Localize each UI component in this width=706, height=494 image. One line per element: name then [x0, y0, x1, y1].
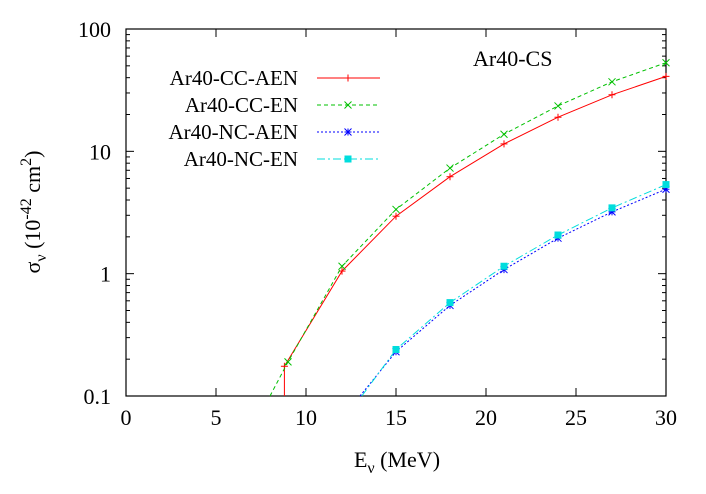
legend-marker: [344, 128, 352, 136]
x-tick-label: 10: [295, 405, 317, 430]
x-axis-label: Eν (MeV): [354, 447, 440, 477]
series-line-3: [361, 184, 667, 397]
series-0-point: [608, 91, 616, 99]
y-axis-label-main: σ: [20, 261, 45, 273]
series-0-point: [662, 72, 670, 80]
series-1-point: [284, 358, 292, 366]
y-axis-label-sup1: -42: [18, 198, 35, 219]
x-tick-label: 5: [211, 405, 222, 430]
legend-label: Ar40-CC-EN: [185, 93, 298, 117]
y-axis-label-sub: ν: [33, 254, 50, 261]
series-0-point: [392, 212, 400, 220]
axis-ticks: 0 5 10 15 20 25 30 0.1 1 10 100: [78, 17, 677, 430]
series-line-1: [269, 62, 667, 397]
series-line-2: [359, 188, 667, 397]
series-3-point: [662, 181, 670, 189]
x-axis-label-rest: (MeV): [375, 447, 440, 472]
series-3-point: [554, 231, 562, 239]
x-axis-label-sub: ν: [367, 460, 374, 477]
y-axis-label: σν (10-42 cm2): [18, 151, 50, 274]
series-1-point: [392, 205, 400, 214]
series-1-point: [446, 164, 454, 172]
series-1-point: [500, 130, 508, 139]
series-3-point: [608, 204, 616, 212]
series-3-point: [392, 345, 400, 353]
y-axis-label-sup2: 2: [18, 158, 35, 166]
series-1-point: [662, 58, 670, 67]
x-tick-label: 25: [565, 405, 587, 430]
series-3-point: [446, 299, 454, 307]
y-tick-label: 1: [100, 262, 111, 287]
legend-marker: [344, 101, 352, 109]
legend-label: Ar40-NC-AEN: [169, 120, 298, 144]
legend-marker: [344, 155, 352, 163]
series-line-0: [283, 75, 667, 396]
x-tick-label: 15: [385, 405, 407, 430]
x-axis-label-main: E: [354, 447, 367, 472]
y-axis-label-rest1: (10: [20, 220, 45, 255]
series-0-point: [446, 173, 454, 181]
series-0-point: [500, 140, 508, 148]
y-tick-label: 10: [89, 139, 111, 164]
y-axis-label-rest2: cm: [20, 166, 45, 198]
series-1-point: [608, 77, 616, 86]
y-tick-label: 100: [78, 17, 111, 42]
series-0-point: [554, 113, 562, 121]
legend-label: Ar40-CC-AEN: [170, 66, 298, 90]
series-3-point: [500, 262, 508, 270]
legend: Ar40-CC-AEN Ar40-CC-EN Ar40-NC-AEN Ar40-NC-…: [169, 66, 380, 171]
series-1-point: [338, 262, 346, 271]
x-tick-label: 20: [475, 405, 497, 430]
legend-label: Ar40-NC-EN: [184, 147, 298, 171]
x-tick-label: 30: [655, 405, 677, 430]
y-axis-label-rest3: ): [20, 151, 45, 158]
series-1-point: [554, 102, 562, 110]
chart-title: Ar40-CS: [473, 46, 552, 71]
legend-marker: [344, 74, 352, 82]
x-tick-label: 0: [121, 405, 132, 430]
series-group: [269, 58, 670, 397]
y-tick-label: 0.1: [84, 384, 112, 409]
